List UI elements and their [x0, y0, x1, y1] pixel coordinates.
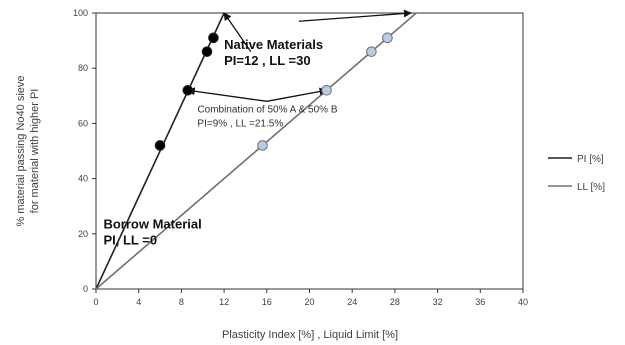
annotation-arrow	[186, 87, 267, 102]
x-axis-title: Plasticity Index [%] , Liquid Limit [%]	[222, 329, 398, 341]
annotation-arrow	[298, 9, 412, 22]
x-tick-label: 40	[518, 297, 528, 307]
x-tick-label: 36	[475, 297, 485, 307]
data-point-series-1	[208, 32, 219, 44]
x-tick-label: 32	[433, 297, 443, 307]
annotation-text: Native Materials	[224, 37, 323, 52]
annotation-arrow	[266, 87, 328, 102]
y-tick-label: 0	[83, 284, 88, 294]
series-line-1	[95, 12, 225, 290]
y-axis-title-line-2: for material with higher PI	[29, 89, 41, 214]
legend-label-2: LL [%]	[577, 182, 605, 193]
x-tick-label: 12	[219, 297, 229, 307]
y-axis-title-line-1: % material passing No40 sieve	[15, 75, 27, 226]
series-line-2	[95, 12, 417, 290]
annotation-text: Combination of 50% A & 50% B	[197, 104, 337, 115]
x-tick-label: 20	[304, 297, 314, 307]
y-tick-label: 80	[78, 63, 88, 73]
x-tick-label: 0	[93, 297, 98, 307]
data-point-series-2	[366, 46, 377, 57]
y-tick-label: 100	[73, 8, 88, 18]
data-point-series-1	[154, 140, 166, 151]
legend-label-1: PI [%]	[577, 154, 604, 165]
data-point-series-2	[382, 32, 393, 44]
data-point-series-2	[321, 84, 332, 96]
y-tick-label: 40	[78, 174, 88, 184]
y-tick-label: 20	[78, 229, 88, 239]
data-point-series-1	[201, 46, 213, 57]
data-point-series-2	[257, 140, 268, 151]
data-point-series-1	[182, 84, 194, 96]
y-tick-label: 60	[78, 118, 88, 128]
annotation-text: PI, LL =0	[103, 232, 157, 247]
annotation-text: PI=9% , LL =21.5%	[197, 118, 283, 129]
annotation-text: Borrow Material	[103, 216, 201, 231]
x-tick-label: 4	[136, 297, 141, 307]
annotation-arrow	[223, 12, 252, 53]
x-tick-label: 28	[390, 297, 400, 307]
x-tick-label: 8	[179, 297, 184, 307]
x-tick-label: 16	[262, 297, 272, 307]
annotation-text: PI=12 , LL =30	[224, 53, 310, 68]
x-tick-label: 24	[347, 297, 357, 307]
